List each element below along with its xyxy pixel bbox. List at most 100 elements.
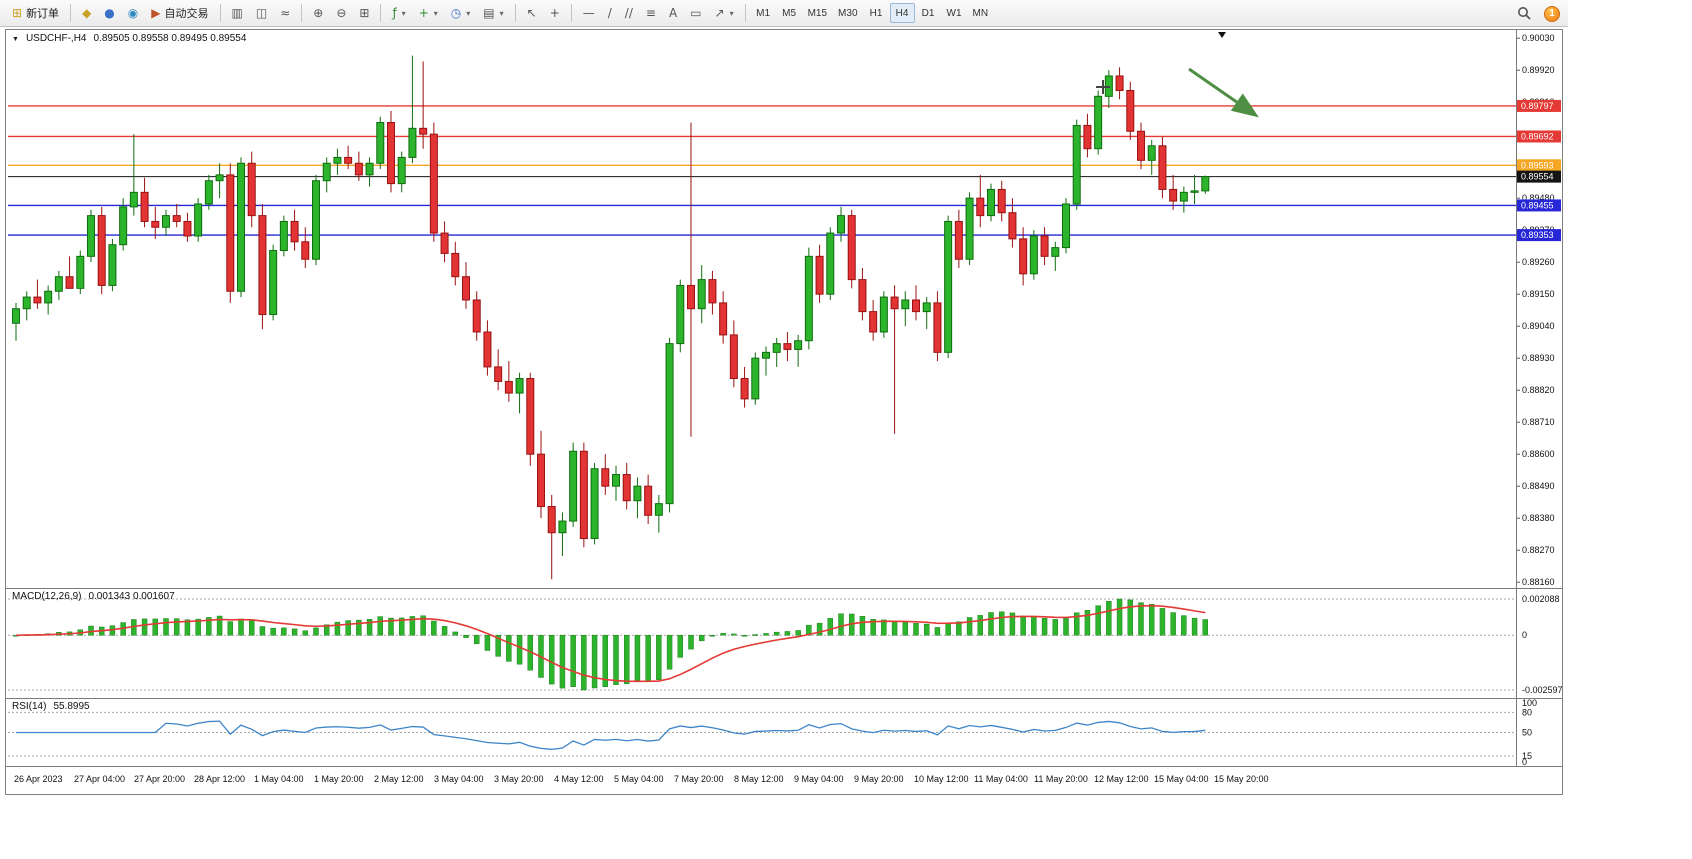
svg-text:0.88710: 0.88710 [1522, 417, 1555, 427]
chart-window[interactable]: 0.900300.899200.898100.897000.895900.894… [5, 29, 1563, 795]
svg-text:0.89920: 0.89920 [1522, 65, 1555, 75]
metaeditor-button[interactable]: ◆ [76, 2, 97, 24]
line-chart-button[interactable]: ≈ [274, 2, 296, 24]
new-order-button[interactable]: ⊞ 新订单 [6, 2, 65, 24]
timeframe-h1-button[interactable]: H1 [864, 3, 889, 23]
notifications-badge[interactable]: 1 [1544, 5, 1560, 22]
chart-canvas[interactable]: 0.900300.899200.898100.897000.895900.894… [6, 30, 1563, 794]
new-order-label: 新订单 [26, 8, 60, 20]
profile-icon: ● [104, 6, 115, 20]
svg-text:0: 0 [1522, 757, 1527, 767]
channel-button[interactable]: // [619, 2, 639, 24]
timeframe-m5-button[interactable]: M5 [777, 3, 802, 23]
zoom-in-button[interactable]: ⊕ [307, 2, 329, 24]
macd-signal-line [15, 604, 1206, 683]
new-chart-button[interactable]: + ▾ [413, 2, 444, 24]
svg-text:0.88600: 0.88600 [1522, 449, 1555, 459]
fibonacci-icon: ≡ [645, 6, 656, 20]
templates-button[interactable]: ▤ ▾ [477, 2, 509, 24]
tile-windows-icon: ⊞ [359, 6, 370, 20]
timeframe-w1-button[interactable]: W1 [942, 3, 967, 23]
chart-shift-marker[interactable] [1218, 32, 1226, 38]
community-icon: ◉ [127, 6, 139, 20]
new-order-icon: ⊞ [12, 6, 23, 20]
arrow-objects-button[interactable]: ↗ ▾ [709, 2, 740, 24]
algo-trading-icon: ▶ [151, 6, 161, 20]
annotation-arrow[interactable] [1188, 67, 1259, 118]
svg-text:9 May 20:00: 9 May 20:00 [854, 774, 904, 784]
crosshair-icon: + [549, 6, 560, 20]
community-button[interactable]: ◉ [122, 2, 144, 24]
svg-text:0.89554: 0.89554 [1521, 172, 1554, 182]
chevron-down-icon: ▾ [729, 8, 734, 18]
line-chart-icon: ≈ [280, 6, 291, 20]
timeframe-h4-button[interactable]: H4 [889, 3, 915, 23]
toolbar-separator [219, 4, 221, 22]
svg-text:2 May 12:00: 2 May 12:00 [374, 774, 424, 784]
profile-button[interactable]: ● [98, 2, 120, 24]
chevron-down-icon: ▾ [499, 8, 504, 18]
label-tool-icon: ▭ [690, 6, 702, 20]
svg-text:1 May 20:00: 1 May 20:00 [314, 774, 364, 784]
svg-text:0.89040: 0.89040 [1522, 321, 1555, 331]
collapse-icon[interactable]: ▼ [12, 36, 19, 43]
label-tool-button[interactable]: ▭ [684, 2, 707, 24]
svg-text:-0.002597: -0.002597 [1522, 685, 1562, 695]
svg-text:0.88490: 0.88490 [1522, 481, 1555, 491]
svg-text:0.88930: 0.88930 [1522, 353, 1555, 363]
price-level-tags: 0.89797 0.89692 0.89593 0.89554 0.89455 0.893… [1517, 99, 1561, 242]
chevron-down-icon: ▾ [433, 8, 438, 18]
svg-text:0.89797: 0.89797 [1521, 101, 1554, 111]
arrow-objects-icon: ↗ [714, 6, 725, 20]
levels-layer [8, 105, 1516, 236]
svg-text:7 May 20:00: 7 May 20:00 [674, 774, 724, 784]
crosshair-marker [1096, 80, 1110, 94]
chevron-down-icon: ▾ [401, 8, 406, 18]
candlestick-chart-button[interactable]: ◫ [250, 2, 273, 24]
zoom-out-button[interactable]: ⊖ [330, 2, 352, 24]
svg-text:0.88380: 0.88380 [1522, 513, 1555, 523]
svg-text:10 May 12:00: 10 May 12:00 [914, 774, 969, 784]
svg-text:26 Apr 2023: 26 Apr 2023 [14, 774, 63, 784]
bar-chart-icon: ▥ [231, 6, 243, 20]
svg-text:15: 15 [1522, 751, 1532, 761]
svg-text:0.89455: 0.89455 [1521, 200, 1554, 210]
svg-text:0.89480: 0.89480 [1522, 193, 1555, 203]
algo-trading-button[interactable]: ▶ 自动交易 [145, 2, 214, 24]
text-tool-button[interactable]: A [663, 2, 683, 24]
timeframe-m1-button[interactable]: M1 [751, 3, 776, 23]
svg-text:0.89150: 0.89150 [1522, 289, 1555, 299]
algo-trading-label: 自动交易 [164, 8, 209, 20]
bar-chart-button[interactable]: ▥ [226, 2, 249, 24]
toolbar-separator [570, 4, 572, 22]
indicators-button[interactable]: ƒ ▾ [386, 2, 411, 24]
horizontal-line-button[interactable]: — [577, 2, 601, 24]
svg-text:9 May 04:00: 9 May 04:00 [794, 774, 844, 784]
fibonacci-button[interactable]: ≡ [640, 2, 662, 24]
svg-text:4 May 12:00: 4 May 12:00 [554, 774, 604, 784]
timeframe-m15-button[interactable]: M15 [803, 3, 832, 23]
period-button[interactable]: ◷ ▾ [445, 2, 477, 24]
timeframe-mn-button[interactable]: MN [968, 3, 994, 23]
toolbar-separator [744, 4, 746, 22]
candlestick-chart-icon: ◫ [255, 6, 268, 20]
svg-text:15 May 20:00: 15 May 20:00 [1214, 774, 1269, 784]
search-icon[interactable] [1517, 6, 1532, 21]
crosshair-button[interactable]: + [544, 2, 566, 24]
indicators-icon: ƒ [392, 6, 397, 20]
timeframe-d1-button[interactable]: D1 [916, 3, 941, 23]
svg-text:50: 50 [1522, 728, 1532, 738]
new-chart-icon: + [418, 6, 429, 20]
time-axis-labels[interactable]: 26 Apr 2023 27 Apr 04:00 27 Apr 20:00 28 Ap… [14, 774, 1269, 784]
trendline-button[interactable]: / [602, 2, 618, 24]
svg-text:0.002088: 0.002088 [1522, 594, 1560, 604]
svg-text:27 Apr 20:00: 27 Apr 20:00 [134, 774, 185, 784]
timeframe-m30-button[interactable]: M30 [833, 3, 862, 23]
svg-text:100: 100 [1522, 698, 1537, 708]
svg-text:1 May 04:00: 1 May 04:00 [254, 774, 304, 784]
tile-windows-button[interactable]: ⊞ [353, 2, 375, 24]
svg-text:11 May 20:00: 11 May 20:00 [1034, 774, 1088, 784]
svg-text:0.89593: 0.89593 [1521, 160, 1554, 170]
cursor-button[interactable]: ↖ [521, 2, 543, 24]
